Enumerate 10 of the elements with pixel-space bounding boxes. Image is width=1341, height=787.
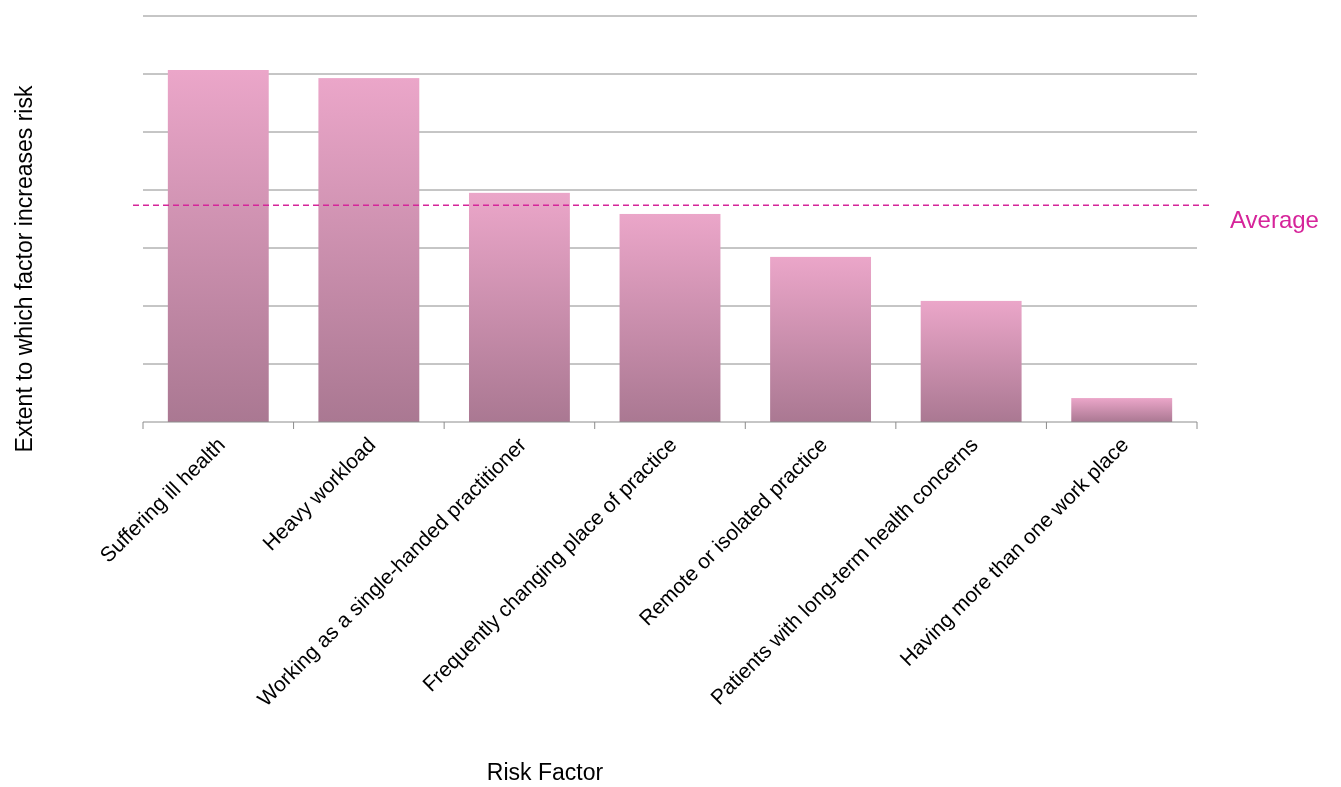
bar [167, 70, 269, 422]
bar [318, 78, 420, 422]
ref-line-label: Average [1230, 206, 1319, 234]
bar [468, 192, 570, 422]
bar [619, 213, 721, 422]
y-axis-title: Extent to which factor increases risk [11, 85, 37, 453]
x-axis-title: Risk Factor [486, 759, 604, 785]
bar [920, 300, 1022, 422]
bar [1071, 398, 1173, 422]
bar [770, 256, 872, 422]
